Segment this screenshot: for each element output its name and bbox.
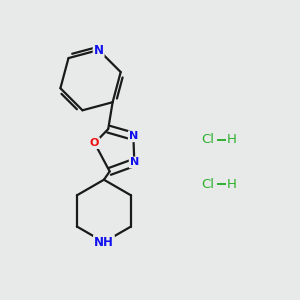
Text: NH: NH xyxy=(94,236,114,249)
Text: H: H xyxy=(227,133,237,146)
Text: N: N xyxy=(129,131,138,141)
Text: N: N xyxy=(130,158,139,167)
Text: N: N xyxy=(94,44,103,56)
Text: O: O xyxy=(90,138,99,148)
Text: Cl: Cl xyxy=(202,133,214,146)
Text: Cl: Cl xyxy=(202,178,214,191)
Text: H: H xyxy=(227,178,237,191)
